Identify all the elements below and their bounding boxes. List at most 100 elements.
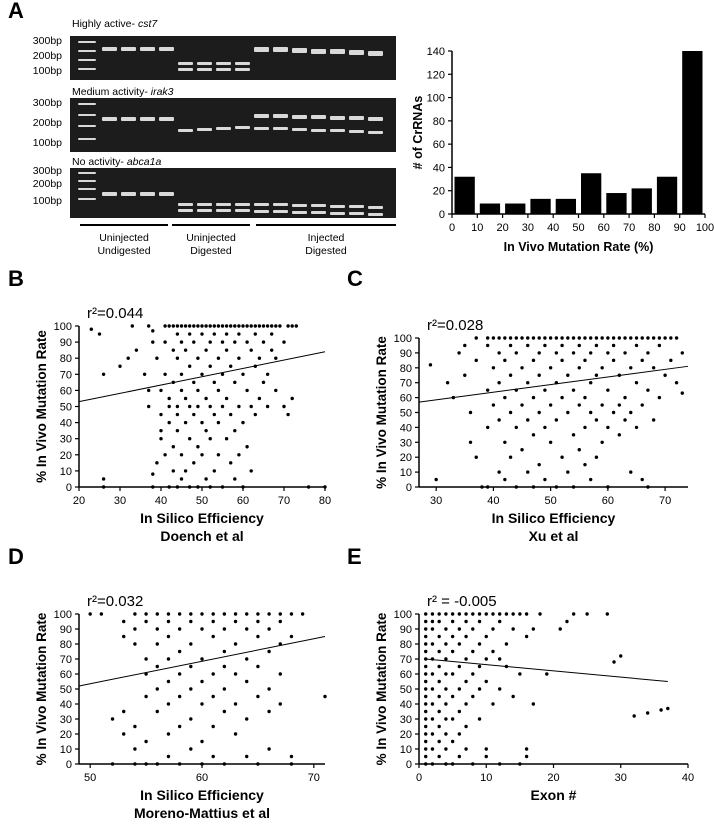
- data-point: [518, 762, 522, 766]
- data-point: [445, 381, 450, 385]
- data-point: [222, 709, 227, 714]
- data-point: [511, 612, 515, 616]
- data-point: [526, 381, 530, 385]
- data-point: [524, 747, 529, 751]
- gel-band: [368, 206, 383, 209]
- data-point: [200, 739, 204, 744]
- data-point: [306, 485, 311, 489]
- y-tick-label: 40: [60, 418, 72, 430]
- data-point: [464, 612, 468, 616]
- bp-marker-label: 300bp: [32, 97, 62, 109]
- data-point: [204, 324, 208, 328]
- y-tick-label: 0: [406, 482, 412, 494]
- data-point: [554, 485, 559, 489]
- gel-title-text: Highly active-: [72, 18, 138, 30]
- data-point: [289, 754, 294, 759]
- gel-band: [159, 47, 174, 51]
- data-point: [617, 433, 622, 437]
- data-point: [175, 404, 180, 409]
- data-point: [468, 440, 473, 444]
- x-tick-label: 30: [522, 222, 534, 234]
- data-point: [179, 324, 184, 328]
- data-point: [189, 642, 193, 646]
- data-point: [491, 627, 495, 631]
- y-tick-label: 90: [400, 348, 412, 360]
- ladder-band: [78, 114, 96, 116]
- data-point: [629, 366, 633, 370]
- bp-marker-label: 100bp: [32, 195, 62, 207]
- data-point: [612, 660, 616, 664]
- data-point: [450, 672, 455, 676]
- x-tick-label: 20: [496, 222, 508, 234]
- data-point: [155, 356, 159, 360]
- data-point: [503, 440, 507, 444]
- gel-band: [349, 116, 364, 120]
- gel-band: [273, 127, 288, 130]
- data-point: [669, 358, 673, 363]
- histogram-bar: [530, 198, 551, 214]
- data-point: [144, 619, 148, 624]
- gel-band: [368, 51, 383, 56]
- data-point: [464, 747, 468, 751]
- data-point: [669, 336, 673, 340]
- data-point: [196, 324, 200, 328]
- data-point: [444, 717, 448, 721]
- data-point: [629, 336, 633, 340]
- y-tick-label: 100: [394, 609, 412, 621]
- data-point: [437, 694, 441, 699]
- data-point: [484, 679, 488, 684]
- data-point: [155, 762, 159, 766]
- x-tick-label: 70: [623, 222, 635, 234]
- data-point: [424, 664, 428, 669]
- data-point: [216, 324, 221, 328]
- data-point: [560, 336, 564, 340]
- gel-band: [159, 192, 174, 196]
- data-point: [497, 351, 501, 355]
- data-point: [220, 372, 225, 376]
- data-point: [485, 388, 490, 392]
- data-point: [491, 403, 496, 407]
- x-tick-label: 10: [471, 222, 483, 234]
- data-point: [450, 619, 455, 624]
- gel-title-text: Medium activity-: [72, 86, 151, 98]
- data-point: [457, 627, 462, 631]
- y-tick-label: 20: [433, 186, 445, 198]
- x-tick-label: 70: [278, 495, 290, 507]
- data-point: [611, 358, 616, 363]
- data-point: [437, 612, 441, 616]
- data-point: [674, 381, 679, 385]
- data-point: [471, 627, 475, 631]
- data-point: [167, 404, 171, 409]
- data-point: [566, 336, 570, 340]
- y-axis-label: # of CrRNAs: [411, 96, 425, 170]
- bp-marker-label: 300bp: [32, 165, 62, 177]
- data-point: [286, 412, 290, 417]
- data-point: [485, 343, 490, 348]
- data-point: [212, 332, 216, 336]
- data-point: [278, 324, 282, 328]
- data-point: [477, 642, 482, 646]
- data-point: [222, 649, 227, 654]
- data-point: [211, 672, 215, 676]
- data-point: [122, 634, 126, 639]
- data-point: [457, 642, 462, 646]
- panel-label-c: C: [347, 266, 363, 291]
- data-point: [245, 445, 249, 449]
- y-tick-label: 90: [60, 337, 72, 349]
- data-point: [589, 336, 593, 340]
- x-tick-label: 80: [319, 495, 331, 507]
- r-squared-label: r² = -0.005: [427, 593, 497, 610]
- data-point: [192, 412, 196, 417]
- data-point: [450, 612, 455, 616]
- data-point: [583, 395, 587, 400]
- y-tick-label: 80: [60, 353, 72, 365]
- data-point: [147, 324, 151, 328]
- data-point: [498, 762, 502, 766]
- data-point: [183, 469, 188, 473]
- data-point: [216, 453, 221, 457]
- x-tick-label: 10: [480, 772, 492, 784]
- data-point: [524, 612, 529, 616]
- data-point: [192, 324, 196, 328]
- data-point: [245, 754, 249, 759]
- data-point: [188, 437, 192, 441]
